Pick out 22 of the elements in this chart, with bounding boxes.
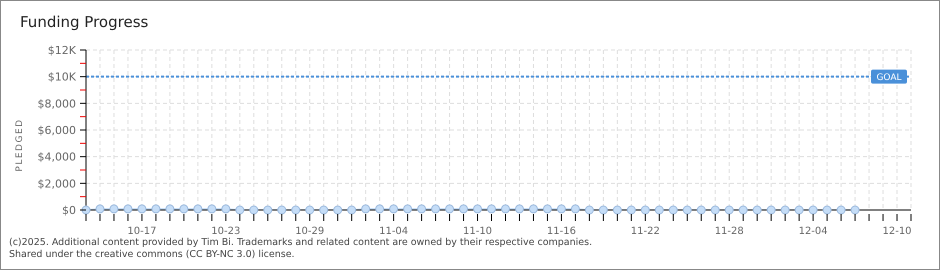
y-tick-label: $2,000 (38, 177, 76, 190)
x-tick-label: 11-28 (714, 226, 744, 237)
y-tick-label: $8,000 (38, 97, 76, 110)
x-tick-label: 11-16 (546, 226, 576, 237)
y-tick-label: $12K (48, 44, 77, 57)
y-tick-label: $10K (48, 70, 77, 84)
x-tick-label: 11-04 (379, 226, 408, 237)
x-tick-label: 12-04 (798, 226, 828, 237)
ref-line-label: GOAL (876, 73, 902, 84)
text: (c)2025. Additional content provided by Tim Bi. Trademarks and related content are owned by their respective companies. (9, 237, 592, 248)
x-tick-label: 10-29 (295, 226, 324, 237)
y-tick-label: $6,000 (38, 124, 76, 137)
text: Shared under the creative commons (CC BY-NC 3.0) license. (9, 249, 295, 260)
y-tick-label: $0 (62, 204, 76, 217)
y-axis-title: PLEDGED (15, 117, 25, 174)
x-tick-label: 11-10 (462, 226, 492, 237)
x-tick-label: 12-10 (882, 226, 912, 237)
x-tick-label: 11-22 (630, 226, 660, 237)
chart-title: Funding Progress (20, 13, 148, 31)
x-tick-label: 10-17 (127, 226, 156, 237)
x-tick-label: 10-23 (211, 226, 240, 237)
y-tick-label: $4,000 (38, 150, 76, 164)
